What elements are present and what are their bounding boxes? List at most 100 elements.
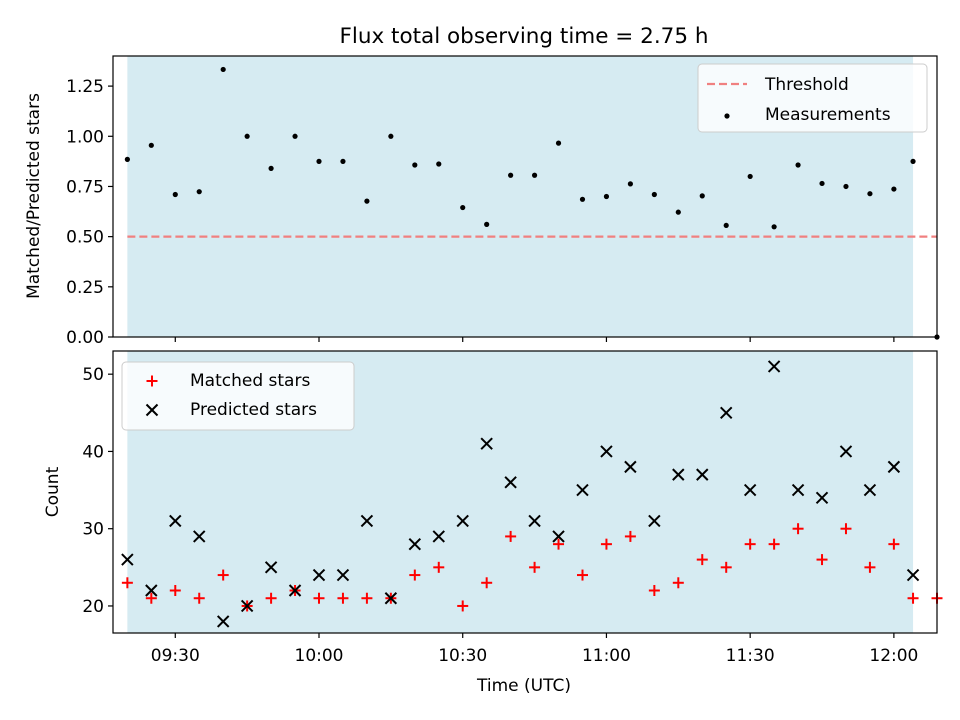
measurement-point [364,198,370,204]
predicted-point [863,483,877,497]
predicted-point [743,483,757,497]
matched-point [457,600,469,612]
predicted-point [264,561,278,574]
matched-point [409,569,421,581]
bottom-ytick-label: 50 [82,365,104,385]
matched-point [121,577,133,589]
matched-point [648,585,660,597]
legend-measurements-label: Measurements [765,105,891,125]
predicted-point [456,514,469,528]
predicted-point-b [863,483,877,497]
top-axes: 0.00 0.25 0.50 0.75 1.00 1.25 [66,55,938,348]
predicted-point-b [480,437,493,450]
measurement-point [699,193,705,199]
predicted-point-b [743,483,757,497]
legend-measurements-swatch [724,113,730,119]
predicted-point-b [720,406,733,420]
predicted-point [600,445,613,458]
predicted-point-b [312,568,326,582]
predicted-point-b [576,483,589,497]
measurement-point [723,222,729,229]
predicted-point [576,483,589,497]
predicted-point [906,568,920,582]
predicted-point [552,530,565,543]
predicted-point-b [887,460,901,474]
predicted-point [288,584,302,597]
predicted-point-b [288,584,302,597]
predicted-point [240,599,254,613]
predicted-point-b [384,592,398,605]
matched-point [840,523,852,535]
matched-point [888,538,900,550]
measurement-point [819,180,825,187]
top-ytick-label: 0.50 [66,228,104,248]
measurement-point [843,183,849,190]
predicted-point-b [169,514,182,528]
top-ylabel: Matched/Predicted stars [24,93,44,299]
matched-point [792,523,804,535]
measurement-point [795,162,801,168]
measurement-point [891,186,897,192]
matched-point [217,569,229,581]
measurement-point [531,172,538,178]
matched-point [768,538,780,550]
predicted-point [720,406,733,420]
top-frame [112,55,938,338]
measurement-point [436,161,442,167]
predicted-point-b [672,468,685,481]
predicted-point [767,360,781,373]
measurement-point [292,133,298,139]
matched-point [313,592,325,604]
predicted-point-b [456,514,469,528]
legend-predicted-label: Predicted stars [190,400,317,420]
matched-point [864,561,876,573]
matched-point [169,585,181,597]
predicted-point-b [815,491,829,505]
predicted-point-b [216,615,230,628]
measurement-point [867,191,873,197]
matched-point [576,569,588,581]
predicted-point-b [240,599,254,613]
predicted-point-b [552,530,565,543]
matched-point [481,577,493,589]
legend-predicted-marker [145,403,159,417]
legend-matched-swatch [146,375,158,387]
measurement-point [220,66,226,73]
predicted-point-b [906,568,920,582]
bottom-ytick-label: 20 [82,597,104,617]
matched-point [193,592,205,604]
predicted-point [480,437,493,450]
measurement-point [555,140,562,146]
matched-point [145,592,157,604]
top-ytick-label: 0.75 [66,177,104,197]
matched-point [553,538,565,550]
measurement-point [148,142,154,148]
legend-matched-label: Matched stars [190,371,310,391]
measurement-point [579,196,586,202]
top-measurement-points [124,66,940,340]
measurement-point [627,181,633,187]
measurement-point [244,133,250,139]
bottom-legend-box [121,361,355,431]
predicted-point [408,537,422,551]
bottom-xlabel: Time (UTC) [476,676,571,696]
matched-point [624,530,636,542]
bottom-xtick-label: 10:30 [438,646,487,666]
legend-threshold-label: Threshold [764,75,849,95]
predicted-point [432,530,445,543]
predicted-point-b [121,553,134,566]
predicted-point-b [767,360,781,373]
top-legend: Threshold Measurements [697,63,928,133]
predicted-point-b [696,468,709,481]
predicted-point [696,468,709,481]
predicted-point [336,568,350,582]
predicted-point [169,514,182,528]
measurement-point [172,191,178,198]
predicted-point [672,468,685,481]
top-legend-box [697,63,928,133]
bottom-matched-points [121,523,943,612]
predicted-point [815,491,829,505]
measurement-point [747,173,753,180]
predicted-point [216,615,230,628]
